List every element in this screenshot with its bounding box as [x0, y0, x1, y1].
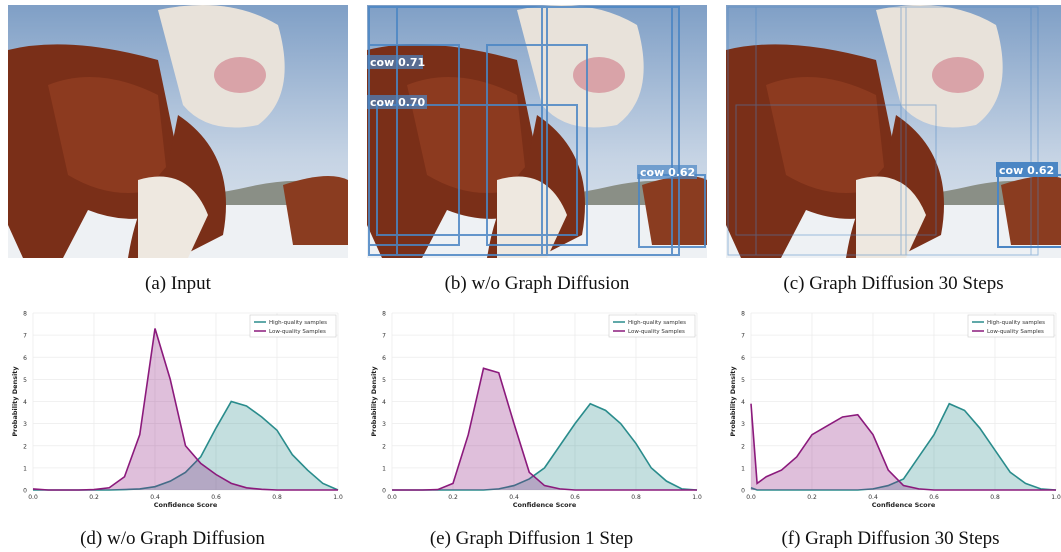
y-tick-label: 2: [741, 443, 745, 450]
y-axis-label: Probability Density: [729, 366, 737, 437]
caption: (e) Graph Diffusion 1 Step: [359, 528, 704, 550]
y-tick-label: 2: [382, 443, 386, 450]
y-tick-label: 7: [23, 333, 27, 340]
x-tick-label: 1.0: [1051, 494, 1061, 501]
legend-label: Low-quality Samples: [987, 329, 1044, 335]
x-tick-label: 1.0: [333, 494, 343, 501]
caption: (c) Graph Diffusion 30 Steps: [726, 273, 1061, 295]
x-tick-label: 0.0: [387, 494, 397, 501]
density-area: [392, 404, 697, 490]
legend-label: High-quality samples: [987, 320, 1045, 326]
legend-label: High-quality samples: [628, 320, 686, 326]
detection-label: cow 0.71: [370, 56, 425, 69]
x-tick-label: 0.6: [570, 494, 580, 501]
detection-photo: cow 0.71 cow 0.70 cow 0.62: [367, 5, 707, 258]
y-tick-label: 3: [741, 421, 745, 428]
y-tick-label: 6: [741, 355, 745, 362]
y-tick-label: 0: [741, 488, 745, 495]
y-tick-label: 3: [23, 421, 27, 428]
y-tick-label: 0: [23, 488, 27, 495]
y-tick-label: 6: [23, 355, 27, 362]
x-tick-label: 0.0: [28, 494, 38, 501]
x-tick-label: 0.6: [211, 494, 221, 501]
input-photo: [8, 5, 348, 258]
y-tick-label: 5: [23, 377, 27, 384]
y-tick-label: 6: [382, 355, 386, 362]
y-tick-label: 8: [23, 311, 27, 318]
y-tick-label: 7: [382, 333, 386, 340]
y-tick-label: 1: [23, 465, 27, 472]
y-tick-label: 5: [741, 377, 745, 384]
x-axis-label: Confidence Score: [513, 501, 577, 509]
legend-label: Low-quality Samples: [628, 329, 685, 335]
y-tick-label: 0: [382, 488, 386, 495]
y-tick-label: 8: [382, 311, 386, 318]
y-tick-label: 4: [741, 399, 745, 406]
y-tick-label: 3: [382, 421, 386, 428]
x-tick-label: 0.8: [631, 494, 641, 501]
detection-label: cow 0.62: [640, 166, 695, 179]
y-tick-label: 7: [741, 333, 745, 340]
y-axis-label: Probability Density: [11, 366, 19, 437]
y-tick-label: 4: [382, 399, 386, 406]
y-tick-label: 5: [382, 377, 386, 384]
caption: (d) w/o Graph Diffusion: [0, 528, 345, 550]
y-tick-label: 8: [741, 311, 745, 318]
x-tick-label: 0.4: [868, 494, 878, 501]
x-tick-label: 0.8: [272, 494, 282, 501]
detection-label: cow 0.62: [999, 164, 1054, 177]
legend-label: Low-quality Samples: [269, 329, 326, 335]
y-axis-label: Probability Density: [370, 366, 378, 437]
detection-label: cow 0.70: [370, 96, 426, 109]
x-tick-label: 0.2: [448, 494, 458, 501]
x-axis-label: Confidence Score: [154, 501, 218, 509]
figure: cow 0.71 cow 0.70 cow 0.62 cow 0.62 0 1 2 3…: [0, 0, 1061, 552]
x-tick-label: 0.4: [150, 494, 160, 501]
caption: (a) Input: [8, 273, 348, 295]
x-tick-label: 0.8: [990, 494, 1000, 501]
x-tick-label: 0.0: [746, 494, 756, 501]
x-tick-label: 0.6: [929, 494, 939, 501]
y-tick-label: 2: [23, 443, 27, 450]
x-tick-label: 0.2: [807, 494, 817, 501]
caption: (b) w/o Graph Diffusion: [367, 273, 707, 295]
y-tick-label: 4: [23, 399, 27, 406]
caption: (f) Graph Diffusion 30 Steps: [718, 528, 1061, 550]
y-tick-label: 1: [382, 465, 386, 472]
x-tick-label: 1.0: [692, 494, 702, 501]
x-tick-label: 0.4: [509, 494, 519, 501]
x-tick-label: 0.2: [89, 494, 99, 501]
x-axis-label: Confidence Score: [872, 501, 936, 509]
y-tick-label: 1: [741, 465, 745, 472]
legend-label: High-quality samples: [269, 320, 327, 326]
diffusion-photo: cow 0.62: [726, 5, 1061, 258]
